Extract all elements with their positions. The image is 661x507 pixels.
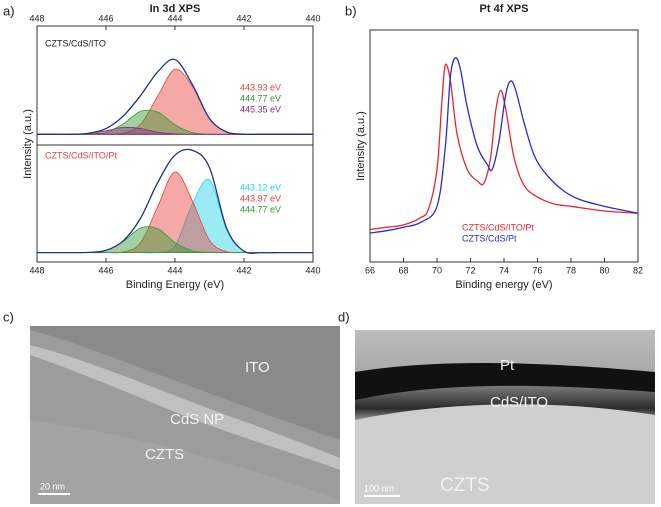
sample-label: CZTS/CdS/ITO/Pt [45,150,117,160]
x-tick-label: 80 [599,265,609,275]
x-tick-label: 72 [465,265,475,275]
curve [37,148,313,254]
image-label: CZTS [145,446,184,463]
x-tick-label: 440 [305,265,320,275]
x-tick-label: 442 [236,13,251,23]
x-tick-label: 442 [236,265,251,275]
curve [369,63,639,231]
curve [369,57,639,234]
panel-label: d) [338,309,350,324]
legend-entry: 444.77 eV [240,93,281,103]
legend-entry: 443.97 eV [240,193,281,203]
scale-bar-label: 100 nm [364,483,394,493]
tem-image-d: d) Pt CdS/ITO CZTS 100 nm [338,309,655,504]
sample-label: CZTS/CdS/ITO [45,38,106,48]
image-label: CZTS [440,475,490,496]
x-tick-label: 446 [98,13,113,23]
x-tick-label: 444 [167,265,182,275]
panel-label: a) [3,3,15,18]
x-axis-label: Binding energy (eV) [455,279,552,291]
tem-image-c: c) ITO CdS NP CZTS 20 nm [3,309,340,504]
chart-title: In 3d XPS [150,3,201,15]
x-tick-label: 74 [499,265,509,275]
x-tick-label: 444 [167,13,182,23]
legend-entry: 445.35 eV [240,104,281,114]
image-label: ITO [245,359,270,376]
legend-entry: 443.93 eV [240,82,281,92]
legend-entry: 443.12 eV [240,182,281,192]
panel-label: b) [345,3,357,18]
y-axis-label: Intensity (a.u.) [355,111,367,181]
legend-entry: CZTS/CdS/ITO/Pt [462,222,534,232]
x-tick-label: 448 [29,13,44,23]
y-axis-label: Intensity (a.u.) [22,109,34,179]
x-tick-label: 76 [532,265,542,275]
x-tick-label: 440 [305,13,320,23]
x-tick-label: 82 [633,265,643,275]
x-tick-label: 70 [432,265,442,275]
legend-entry: CZTS/CdS/Pt [462,233,517,243]
x-axis-label: Binding Energy (eV) [126,279,224,291]
scale-bar-label: 20 nm [40,481,65,491]
image-label: Pt [500,357,515,374]
x-tick-label: 66 [365,265,375,275]
image-label: CdS/ITO [490,394,548,411]
chart-title: Pt 4f XPS [480,3,529,15]
x-tick-label: 68 [398,265,408,275]
panel-label: c) [3,309,14,324]
x-tick-label: 78 [566,265,576,275]
x-tick-label: 446 [98,265,113,275]
curve [36,58,313,136]
legend-entry: 444.77 eV [240,204,281,214]
image-label: CdS NP [170,411,224,428]
x-tick-label: 448 [29,265,44,275]
